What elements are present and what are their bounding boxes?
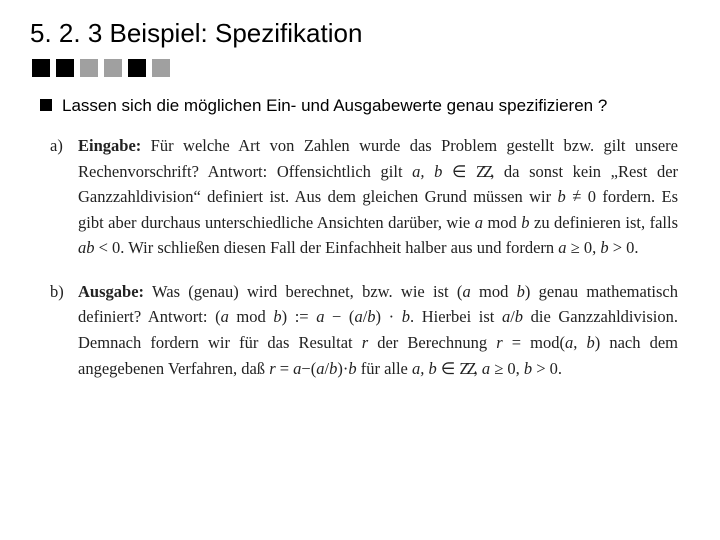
item-body: Ausgabe: Was (genau) wird berechnet, bzw…: [78, 279, 678, 381]
decoration-square: [32, 59, 50, 77]
item-lead: Ausgabe:: [78, 282, 144, 301]
item-label: a): [50, 133, 78, 261]
bullet-text: Lassen sich die möglichen Ein- und Ausga…: [62, 95, 607, 117]
decoration-square: [80, 59, 98, 77]
decoration-square: [152, 59, 170, 77]
definition-item: b)Ausgabe: Was (genau) wird berechnet, b…: [50, 279, 678, 381]
decoration-square: [104, 59, 122, 77]
item-lead: Eingabe:: [78, 136, 141, 155]
bullet-item: Lassen sich die möglichen Ein- und Ausga…: [40, 95, 690, 117]
item-body: Eingabe: Für welche Art von Zahlen wurde…: [78, 133, 678, 261]
bullet-marker-icon: [40, 99, 52, 111]
item-label: b): [50, 279, 78, 381]
slide-title: 5. 2. 3 Beispiel: Spezifikation: [30, 18, 690, 49]
decoration-square: [128, 59, 146, 77]
item-list: a)Eingabe: Für welche Art von Zahlen wur…: [30, 133, 690, 381]
slide: 5. 2. 3 Beispiel: Spezifikation Lassen s…: [0, 0, 720, 540]
definition-item: a)Eingabe: Für welche Art von Zahlen wur…: [50, 133, 678, 261]
decoration-squares: [32, 59, 690, 77]
decoration-square: [56, 59, 74, 77]
